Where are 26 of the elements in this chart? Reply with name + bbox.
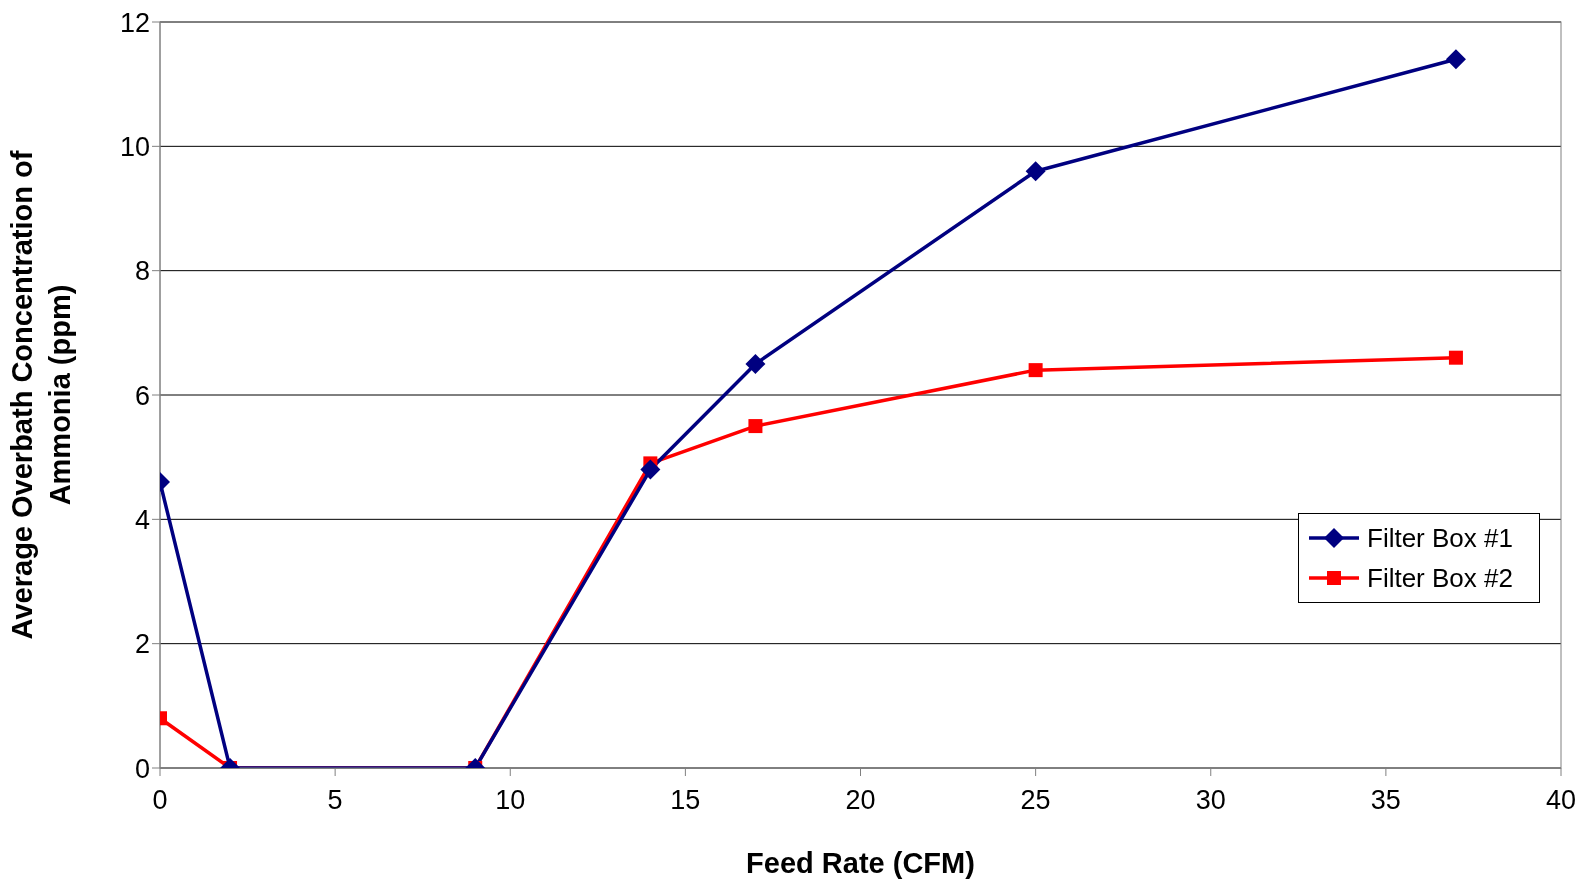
y-tick-label: 4 — [134, 504, 150, 535]
x-tick-label: 5 — [327, 785, 343, 816]
point — [1025, 161, 1046, 182]
x-tick-label: 30 — [1195, 785, 1226, 816]
legend-label: Filter Box #1 — [1367, 522, 1513, 554]
x-tick-label: 20 — [845, 785, 876, 816]
x-tick-label: 25 — [1020, 785, 1051, 816]
point — [745, 353, 766, 374]
point — [1448, 350, 1463, 365]
y-tick-label: 8 — [134, 256, 150, 287]
y-tick-label: 6 — [134, 380, 150, 411]
point — [1028, 363, 1043, 378]
y-tick-label: 10 — [119, 131, 150, 162]
y-tick-label: 0 — [134, 753, 150, 784]
x-tick-label: 35 — [1370, 785, 1401, 816]
y-axis-title: Average Overbath Concentration of Ammonia (ppm) — [6, 150, 76, 640]
y-tick-label: 12 — [119, 7, 150, 38]
x-tick-label: 40 — [1545, 785, 1577, 816]
point — [748, 419, 763, 434]
y-tick-label: 2 — [134, 629, 150, 660]
x-tick-label: 10 — [495, 785, 526, 816]
x-axis-title: Feed Rate (CFM) — [746, 847, 975, 879]
legend-label: Filter Box #2 — [1367, 562, 1513, 594]
x-tick-label: 15 — [670, 785, 701, 816]
point — [640, 459, 661, 480]
point — [1445, 49, 1466, 70]
